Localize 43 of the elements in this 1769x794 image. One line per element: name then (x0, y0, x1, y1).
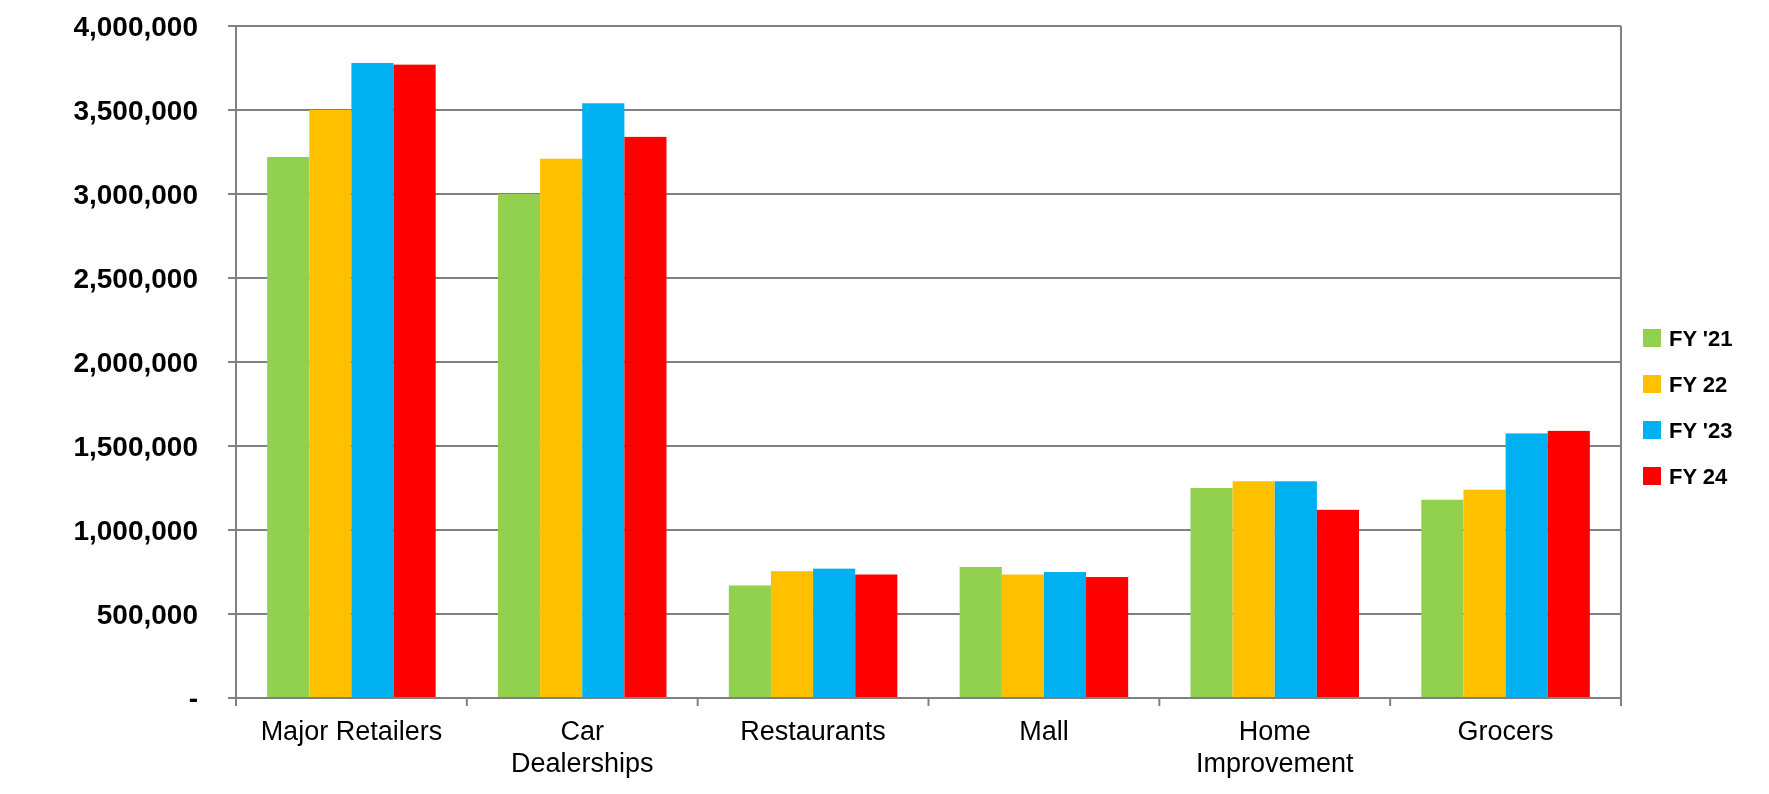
x-tick-label: Car Dealerships (510, 716, 654, 778)
legend-label: FY 24 (1669, 463, 1729, 489)
legend-label: FY '23 (1669, 417, 1733, 443)
x-tick-label: Major Retailers (260, 716, 443, 746)
bar (959, 566, 1002, 698)
legend-label: FY 22 (1669, 371, 1728, 397)
bar (1421, 499, 1464, 698)
bar (1086, 577, 1129, 698)
bar (728, 585, 771, 698)
bar (813, 568, 856, 698)
x-tick-label: Home Improvement (1195, 716, 1355, 778)
bar (393, 64, 436, 698)
y-tick-label: 500,000 (96, 598, 198, 630)
bar (267, 157, 310, 698)
bar (540, 158, 583, 698)
bar (351, 62, 394, 698)
bar (624, 136, 667, 698)
y-tick-label: 2,000,000 (73, 346, 198, 378)
y-tick-label: 1,000,000 (73, 514, 198, 546)
legend-label: FY '21 (1669, 325, 1733, 351)
y-tick-label: 2,500,000 (73, 262, 198, 294)
bar (1316, 509, 1360, 698)
bar (1463, 489, 1506, 698)
bar (309, 110, 352, 698)
x-tick-label: Mall (1019, 716, 1069, 746)
bar (1001, 574, 1044, 698)
y-tick-label: - (188, 682, 198, 714)
bar (1547, 430, 1590, 698)
y-tick-label: 3,000,000 (73, 178, 198, 210)
bar (1274, 481, 1317, 698)
x-tick-label: Restaurants (740, 716, 886, 746)
y-tick-label: 4,000,000 (73, 10, 198, 42)
bar (582, 103, 625, 698)
y-tick-label: 1,500,000 (73, 430, 198, 462)
bar (770, 571, 814, 698)
bar (855, 574, 898, 698)
bar (1043, 572, 1087, 698)
bar (1505, 433, 1548, 698)
x-tick-label: Grocers (1457, 716, 1554, 746)
y-tick-label: 3,500,000 (73, 94, 198, 126)
bar (1190, 488, 1233, 698)
bar (1232, 481, 1275, 698)
bar (498, 194, 541, 698)
